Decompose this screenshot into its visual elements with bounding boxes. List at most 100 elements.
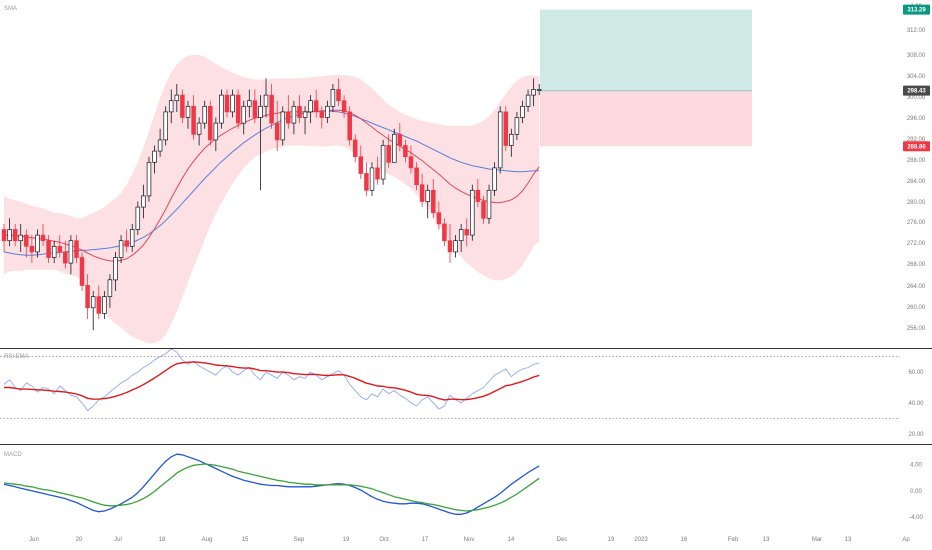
candle — [392, 128, 397, 163]
candle-body — [230, 94, 235, 113]
candle-body — [330, 89, 336, 107]
candle-body — [213, 122, 219, 141]
price-tick: 300.00 — [907, 95, 926, 101]
macd-tick: 0.00 — [910, 489, 922, 495]
candle — [85, 274, 90, 319]
candle — [436, 201, 442, 230]
candle — [168, 89, 174, 124]
candle-body — [369, 167, 375, 191]
candle-body — [191, 105, 196, 135]
candle — [397, 123, 403, 152]
price-tick: 292.00 — [907, 137, 926, 143]
candle-body — [258, 105, 263, 118]
candle — [286, 95, 291, 129]
candle-body — [46, 240, 51, 258]
candle — [369, 162, 375, 196]
candle-body — [7, 229, 12, 242]
candle-body — [24, 234, 29, 247]
candle — [514, 111, 520, 140]
candle-body — [219, 94, 224, 124]
candle-body — [425, 189, 430, 202]
candle — [536, 84, 542, 96]
candle-body — [486, 189, 492, 219]
time-tick: 19 — [343, 537, 350, 543]
target-badge: 313.29 — [903, 4, 930, 15]
rsi-ema-line — [4, 361, 540, 401]
time-tick: 19 — [608, 537, 615, 543]
candle — [68, 235, 74, 275]
candle-body — [364, 173, 369, 191]
candle — [79, 251, 85, 291]
candle-body — [163, 111, 168, 141]
price-tick: 304.00 — [907, 74, 926, 80]
candle — [113, 251, 118, 291]
candle-body — [96, 296, 102, 314]
candle-body — [313, 100, 319, 113]
price-tick: 268.00 — [907, 262, 926, 268]
candle-body — [90, 296, 96, 309]
target-badge-box — [903, 4, 930, 15]
candle — [302, 106, 308, 135]
candle-body — [380, 145, 386, 180]
candle — [163, 106, 168, 146]
candle — [341, 95, 347, 118]
candle — [224, 89, 230, 118]
candle — [358, 145, 364, 180]
candle — [141, 184, 146, 219]
candle-body — [107, 279, 113, 297]
candle-body — [146, 161, 152, 197]
candle-body — [196, 122, 202, 135]
candle — [297, 95, 302, 124]
current-price-badge-box — [903, 85, 930, 96]
candle-body — [419, 184, 425, 202]
candle-body — [509, 133, 514, 146]
candle-body — [397, 133, 403, 146]
candle-body — [470, 189, 475, 236]
candle — [247, 89, 252, 118]
candle-body — [40, 234, 46, 242]
stop-zone — [540, 90, 752, 147]
candle-body — [347, 111, 352, 141]
candle — [364, 162, 369, 196]
rsi-tick: 20.00 — [908, 432, 924, 438]
candle-body — [431, 189, 436, 214]
time-tick: 15 — [242, 537, 249, 543]
time-tick: 17 — [422, 537, 429, 543]
candle — [403, 139, 408, 163]
candle — [414, 162, 419, 191]
candle-body — [208, 105, 213, 141]
rsi-line — [3, 348, 540, 412]
candle-body — [386, 145, 391, 163]
time-tick: 13 — [845, 537, 852, 543]
time-tick: Feb — [728, 537, 739, 543]
price-tick: 280.00 — [907, 200, 926, 206]
price-pane[interactable] — [1, 9, 752, 344]
candle — [319, 106, 325, 129]
time-tick: 2023 — [634, 537, 648, 543]
candle-body — [68, 240, 74, 264]
candle — [146, 156, 152, 202]
candle-body — [336, 89, 341, 102]
price-tick: 260.00 — [907, 305, 926, 311]
candle-body — [341, 100, 347, 113]
candle — [419, 173, 425, 208]
rsi-pane[interactable] — [0, 348, 900, 419]
price-tick: 288.00 — [907, 158, 926, 164]
candle-body — [235, 94, 241, 124]
candle — [1, 223, 7, 252]
candle — [51, 240, 57, 263]
axes: 4.00 312.00 308.00 304.00 300.00 296.00 292.00… — [0, 4, 932, 543]
candle — [174, 84, 180, 112]
candle — [274, 100, 280, 152]
candle-body — [447, 240, 453, 253]
current-price-badge-label: 298.43 — [907, 89, 926, 95]
candle-body — [124, 240, 129, 247]
candle-body — [358, 156, 364, 174]
candle-body — [85, 285, 90, 309]
candle — [107, 274, 113, 308]
candle-body — [291, 105, 297, 124]
candle — [63, 240, 68, 269]
macd-pane[interactable] — [3, 453, 540, 515]
candle — [492, 162, 497, 196]
